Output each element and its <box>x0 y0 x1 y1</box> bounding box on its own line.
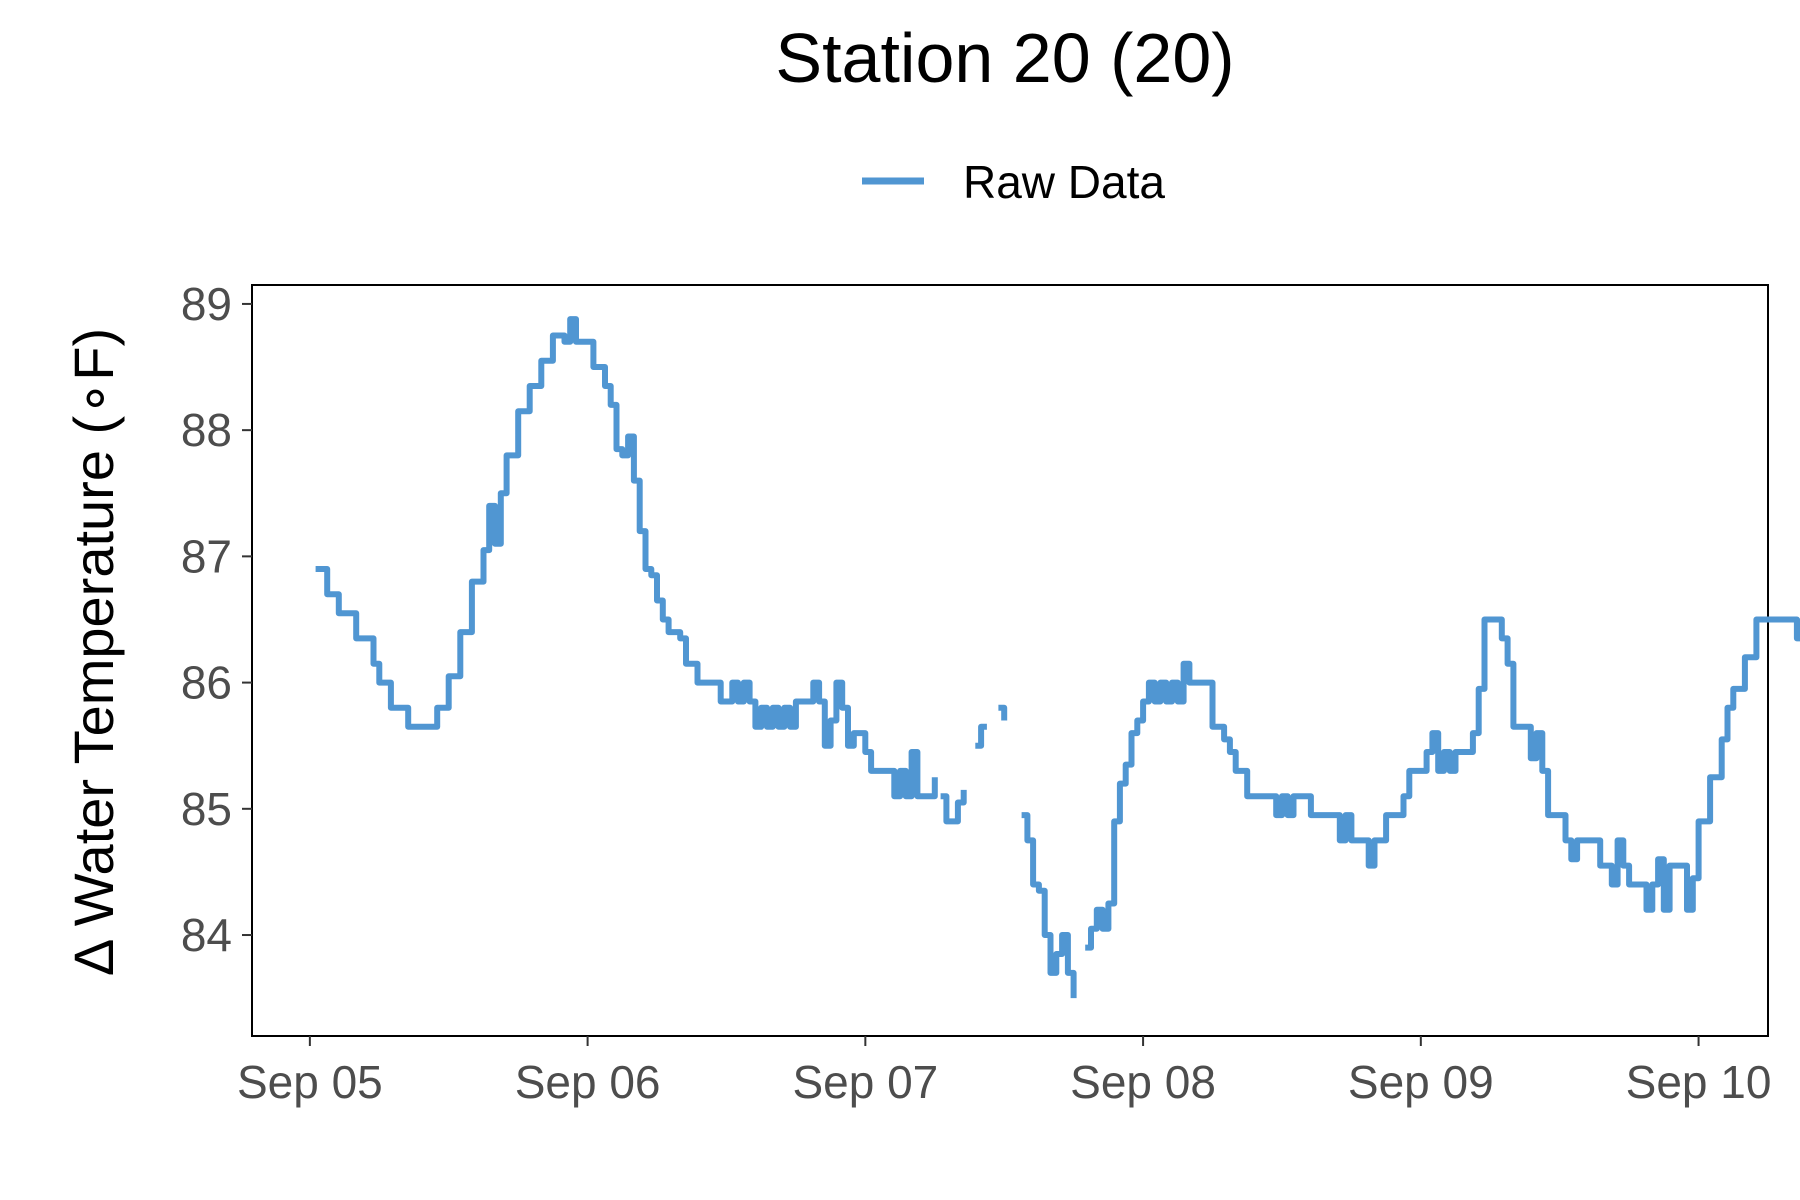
y-tick-label: 88 <box>181 404 232 456</box>
chart-title: Station 20 (20) <box>775 19 1234 97</box>
legend-label-raw-data: Raw Data <box>963 156 1165 208</box>
y-tick-label: 86 <box>181 657 232 709</box>
y-tick-label: 87 <box>181 530 232 582</box>
plot-panel-border <box>251 284 1769 1037</box>
x-tick-label: Sep 09 <box>1348 1056 1494 1108</box>
x-tick-label: Sep 07 <box>792 1056 938 1108</box>
y-axis-title: Δ Water Temperature (∘F) <box>62 328 125 976</box>
series-line-raw-data <box>315 316 1800 999</box>
x-tick-label: Sep 06 <box>515 1056 661 1108</box>
x-tick-label: Sep 05 <box>237 1056 383 1108</box>
y-tick-label: 84 <box>181 909 232 961</box>
x-tick-label: Sep 08 <box>1070 1056 1216 1108</box>
x-tick-label: Sep 10 <box>1626 1056 1772 1108</box>
y-tick-label: 85 <box>181 783 232 835</box>
y-tick-label: 89 <box>181 278 232 330</box>
